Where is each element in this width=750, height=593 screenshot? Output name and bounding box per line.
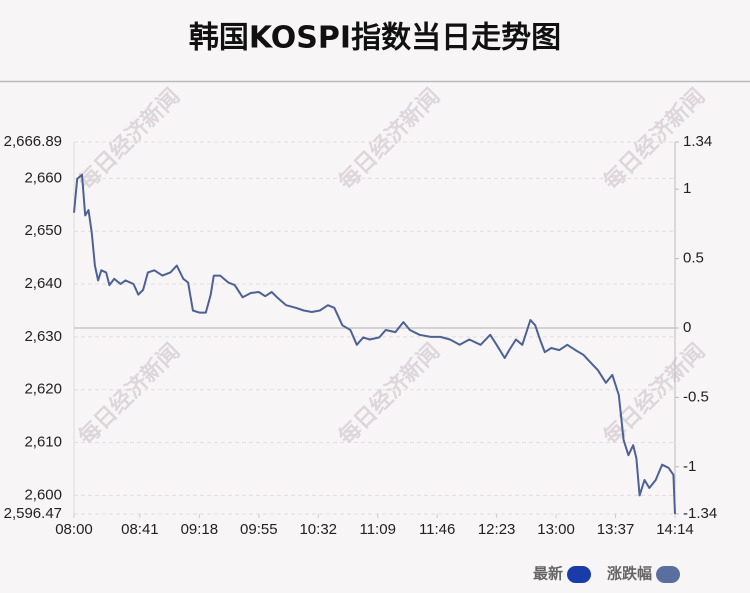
y-tick-label: 2,640 xyxy=(24,275,62,292)
x-tick-label: 09:55 xyxy=(240,521,278,538)
y-tick-label: 2,630 xyxy=(24,328,62,345)
x-tick-label: 09:18 xyxy=(181,521,219,538)
y-tick-label: 2,666.89 xyxy=(4,133,62,150)
y2-tick-label: -0.5 xyxy=(683,388,709,405)
legend-swatch xyxy=(656,566,681,583)
y-tick-label: 2,660 xyxy=(24,169,62,186)
y2-tick-label: 0 xyxy=(683,319,691,336)
x-tick-label: 13:37 xyxy=(597,521,635,538)
y-tick-label: 2,596.47 xyxy=(4,505,62,522)
y-tick-label: 2,610 xyxy=(24,433,62,450)
y2-tick-label: -1 xyxy=(683,458,696,475)
legend-swatch xyxy=(567,566,592,583)
y2-tick-label: 0.5 xyxy=(683,250,704,267)
legend-label: 涨跌幅 xyxy=(607,565,652,583)
y-tick-label: 2,650 xyxy=(24,222,62,239)
x-tick-label: 10:32 xyxy=(299,521,337,538)
x-tick-label: 13:00 xyxy=(537,521,575,538)
x-tick-label: 12:23 xyxy=(478,521,516,538)
x-tick-label: 08:00 xyxy=(55,521,93,538)
price-line xyxy=(73,173,676,515)
y-tick-label: 2,620 xyxy=(24,381,62,398)
y2-tick-label: 1 xyxy=(683,180,691,197)
x-tick-label: 14:14 xyxy=(656,521,694,538)
x-tick-label: 11:46 xyxy=(419,521,455,538)
x-tick-label: 11:09 xyxy=(359,521,395,538)
x-tick-label: 08:41 xyxy=(121,521,159,538)
y2-tick-label: -1.34 xyxy=(683,505,717,522)
chart-title: 韩国KOSPI指数当日走势图 xyxy=(189,21,561,56)
y2-tick-label: 1.34 xyxy=(683,133,712,150)
y-tick-label: 2,600 xyxy=(24,486,62,503)
legend-label: 最新 xyxy=(533,565,563,583)
